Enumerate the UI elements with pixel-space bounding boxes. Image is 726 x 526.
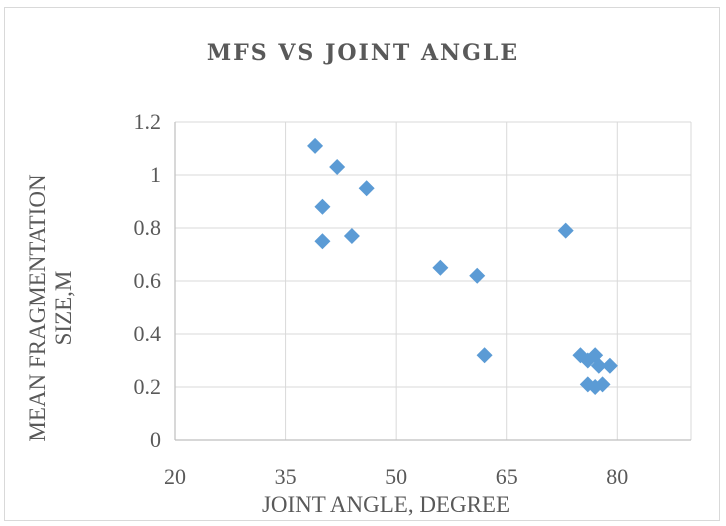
y-tick-label: 1.2 [134, 109, 162, 134]
x-axis-label: JOINT ANGLE, DEGREE [262, 492, 510, 517]
chart-frame: MFS VS JOINT ANGLE 0 0.2 0.4 0.6 0.8 1 1.2 20 35… [4, 7, 720, 521]
y-tick-label: 0.2 [134, 374, 162, 399]
data-point [476, 347, 493, 364]
y-tick-label: 0 [150, 427, 161, 452]
scatter-chart: MFS VS JOINT ANGLE 0 0.2 0.4 0.6 0.8 1 1.2 20 35… [25, 40, 692, 517]
y-tick-label: 0.8 [134, 215, 162, 240]
data-point [469, 267, 486, 284]
data-point [594, 376, 611, 393]
y-axis-label-line-2: SIZE,M [51, 271, 76, 346]
x-tick-label: 50 [385, 464, 407, 489]
x-tick-label: 65 [496, 464, 518, 489]
data-point [358, 180, 375, 197]
data-point [557, 222, 574, 239]
data-point [343, 227, 360, 244]
tick-labels: 0 0.2 0.4 0.6 0.8 1 1.2 20 35 50 65 80 [134, 109, 629, 489]
data-point [314, 198, 331, 215]
y-tick-label: 0.6 [134, 268, 162, 293]
y-axis-label-line-1: MEAN FRAGMENTATION [25, 174, 50, 442]
data-point [329, 159, 346, 176]
y-tick-label: 1 [150, 162, 161, 187]
gridlines [175, 121, 692, 440]
x-tick-label: 35 [275, 464, 297, 489]
x-tick-label: 20 [164, 464, 186, 489]
data-point [590, 357, 607, 374]
data-point [601, 357, 618, 374]
x-tick-label: 80 [606, 464, 628, 489]
y-tick-label: 0.4 [134, 321, 162, 346]
data-point [314, 233, 331, 250]
data-point [432, 259, 449, 276]
data-point [579, 352, 596, 369]
axes [174, 122, 691, 441]
chart-title: MFS VS JOINT ANGLE [207, 40, 519, 66]
data-points [307, 137, 618, 395]
data-point [307, 137, 324, 154]
